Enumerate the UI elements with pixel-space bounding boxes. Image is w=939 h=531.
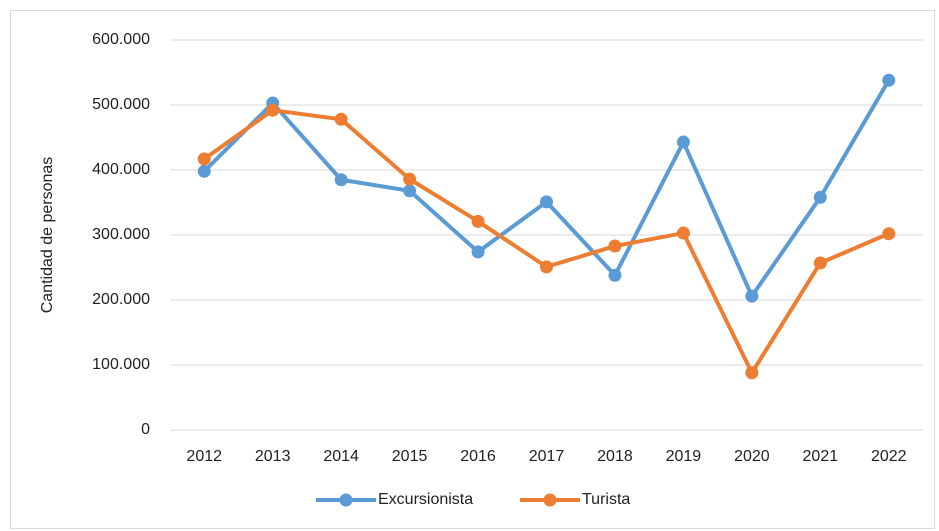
point: [813, 190, 827, 204]
point: [676, 135, 690, 149]
point: [403, 172, 417, 186]
x-tick-label: 2017: [529, 448, 565, 465]
x-tick-label: 2016: [460, 448, 496, 465]
y-tick-label: 100.000: [92, 356, 150, 373]
legend-label: Excursionista: [378, 491, 473, 508]
point: [540, 195, 553, 209]
point: [334, 173, 348, 187]
x-tick-label: 2015: [392, 448, 428, 465]
point: [882, 227, 896, 241]
point: [403, 184, 417, 198]
y-tick-label: 500.000: [92, 96, 150, 113]
point: [608, 239, 622, 253]
point: [745, 289, 759, 303]
point: [676, 226, 690, 240]
x-tick-label: 2019: [666, 448, 702, 465]
x-tick-label: 2022: [871, 448, 907, 465]
x-tick-label: 2020: [734, 448, 770, 465]
x-tick-label: 2012: [186, 448, 222, 465]
legend-marker: [543, 493, 557, 507]
point: [540, 260, 553, 274]
x-tick-label: 2018: [597, 448, 633, 465]
y-tick-label: 400.000: [92, 161, 150, 178]
y-tick-label: 0: [141, 421, 150, 438]
legend-marker: [339, 493, 353, 507]
point: [471, 214, 485, 228]
x-tick-label: 2014: [323, 448, 359, 465]
y-tick-label: 200.000: [92, 291, 150, 308]
legend-label: Turista: [582, 491, 630, 508]
point: [745, 366, 759, 380]
point: [813, 256, 827, 270]
x-tick-label: 2021: [803, 448, 839, 465]
y-tick-label: 600.000: [92, 31, 150, 48]
point: [334, 112, 348, 126]
point: [197, 152, 211, 166]
y-axis-label: Cantidad de personas: [39, 157, 56, 314]
point: [197, 164, 211, 178]
point: [471, 245, 485, 259]
point: [266, 103, 280, 117]
y-tick-label: 300.000: [92, 226, 150, 243]
point: [608, 268, 622, 282]
chart-border: [10, 10, 935, 529]
point: [882, 73, 896, 87]
x-tick-label: 2013: [255, 448, 291, 465]
